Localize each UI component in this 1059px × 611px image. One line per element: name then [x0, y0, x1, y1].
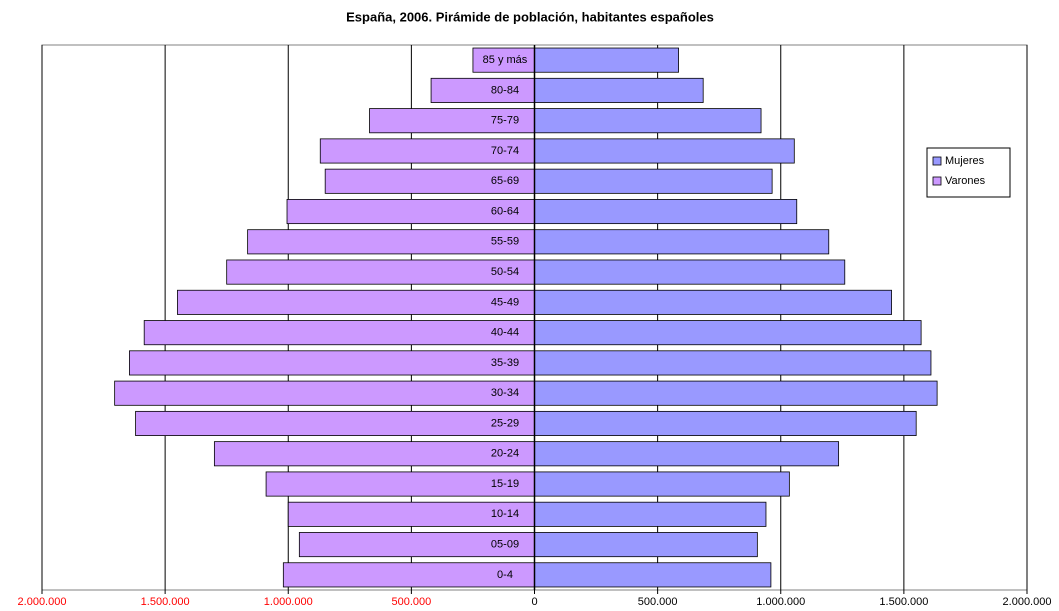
bar	[282, 562, 535, 588]
bar	[534, 350, 932, 376]
y-tick-label: 20-24	[491, 448, 519, 460]
bar	[534, 77, 704, 103]
y-tick-label: 45-49	[491, 296, 519, 308]
y-tick-label: 65-69	[491, 175, 519, 187]
legend-label: Varones	[945, 175, 986, 187]
x-tick-label: 1.500.000	[141, 596, 190, 608]
y-tick-label: 05-09	[491, 538, 519, 550]
bar	[534, 138, 795, 164]
bar	[534, 259, 846, 285]
chart-title: España, 2006. Pirámide de población, hab…	[346, 9, 714, 24]
bar	[534, 108, 762, 134]
x-tick-label: 0	[531, 596, 537, 608]
x-tick-label: 500.000	[391, 596, 431, 608]
bar	[143, 320, 535, 346]
y-tick-label: 30-34	[491, 387, 519, 399]
bar	[369, 108, 535, 134]
bar	[534, 229, 830, 255]
bar	[472, 47, 535, 73]
x-tick-label: 500.000	[638, 596, 678, 608]
y-tick-label: 40-44	[491, 327, 519, 339]
x-tick-label: 1.500.000	[879, 596, 928, 608]
bar	[247, 229, 535, 255]
bar	[534, 47, 679, 73]
bar	[534, 562, 772, 588]
bar	[324, 168, 535, 194]
bar	[129, 350, 535, 376]
bar	[114, 380, 535, 406]
y-tick-label: 50-54	[491, 266, 519, 278]
y-tick-label: 60-64	[491, 205, 519, 217]
y-tick-label: 85 y más	[483, 54, 528, 66]
x-tick-label: 2.000.000	[18, 596, 67, 608]
bar	[534, 441, 840, 467]
legend-box	[926, 147, 1011, 198]
bar	[534, 380, 938, 406]
bar	[298, 532, 535, 558]
y-tick-label: 15-19	[491, 478, 519, 490]
y-tick-label: 35-39	[491, 357, 519, 369]
y-tick-label: 70-74	[491, 145, 519, 157]
bar	[213, 441, 535, 467]
bar	[534, 320, 922, 346]
bar	[534, 471, 790, 497]
bar	[534, 501, 767, 527]
bar	[287, 501, 535, 527]
legend-swatch	[932, 156, 942, 166]
bar	[534, 410, 917, 436]
y-tick-label: 80-84	[491, 84, 519, 96]
y-tick-label: 0-4	[497, 569, 513, 581]
bar	[534, 199, 798, 225]
x-tick-label: 2.000.000	[1003, 596, 1052, 608]
y-tick-label: 75-79	[491, 115, 519, 127]
legend-label: Mujeres	[945, 155, 985, 167]
y-tick-label: 25-29	[491, 417, 519, 429]
x-tick-label: 1.000.000	[756, 596, 805, 608]
bar	[534, 289, 892, 315]
y-tick-label: 10-14	[491, 508, 519, 520]
bar	[534, 168, 773, 194]
bar	[135, 410, 535, 436]
legend-swatch	[932, 176, 942, 186]
bar	[534, 532, 758, 558]
x-tick-label: 1.000.000	[264, 596, 313, 608]
bar	[226, 259, 535, 285]
y-tick-label: 55-59	[491, 236, 519, 248]
bar	[177, 289, 535, 315]
